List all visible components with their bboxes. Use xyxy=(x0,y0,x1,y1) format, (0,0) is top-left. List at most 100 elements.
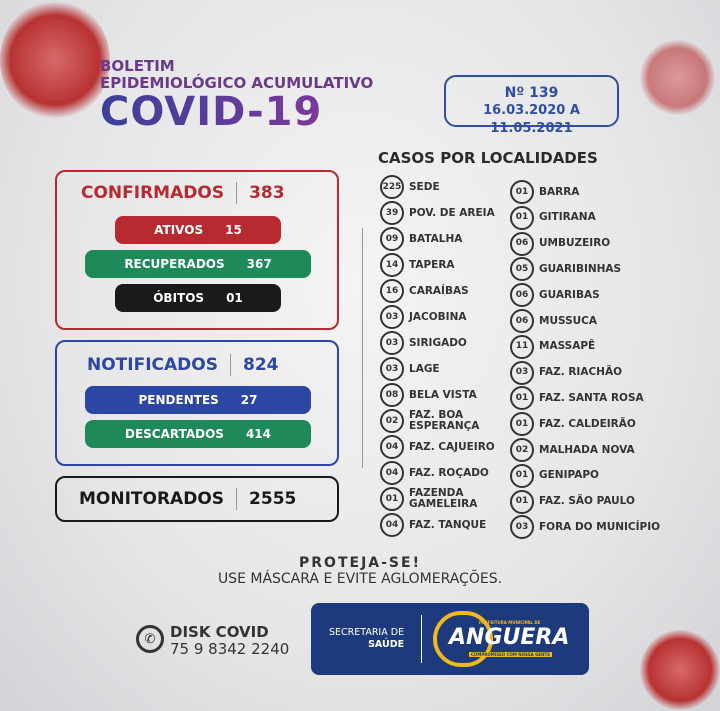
case-count-badge: 01 xyxy=(510,412,534,437)
obitos-pill: ÓBITOS 01 xyxy=(115,284,281,312)
locality-item: 01 FAZ. SÃO PAULO xyxy=(510,489,670,514)
locality-item: 03 JACOBINA xyxy=(380,305,505,329)
locality-item: 03 FAZ. RIACHÃO xyxy=(510,360,670,385)
case-count-badge: 06 xyxy=(510,309,534,333)
confirmados-value: 383 xyxy=(249,183,285,203)
locality-name: FORA DO MUNICÍPIO xyxy=(539,520,661,533)
locality-item: 01 GENIPAPO xyxy=(510,463,670,488)
locality-item: 04 FAZ. TANQUE xyxy=(380,513,505,537)
locality-name: BATALHA xyxy=(409,232,463,245)
bulletin-subtitle: BOLETIM EPIDEMIOLÓGICO ACUMULATIVO xyxy=(100,57,374,92)
locality-item: 01 BARRA xyxy=(510,180,670,204)
locality-name: FAZ. ROÇADO xyxy=(409,466,489,479)
whatsapp-icon: ✆ xyxy=(136,625,164,653)
locality-name: JACOBINA xyxy=(409,310,467,323)
case-count-badge: 03 xyxy=(510,515,534,540)
localidades-title: CASOS POR LOCALIDADES xyxy=(378,149,598,167)
virus-illustration xyxy=(640,630,720,710)
case-count-badge: 03 xyxy=(380,331,404,355)
case-count-badge: 01 xyxy=(510,386,534,411)
case-count-badge: 02 xyxy=(510,438,534,462)
locality-name: FAZ. SÃO PAULO xyxy=(539,495,635,508)
locality-name: GITIRANA xyxy=(539,211,596,224)
locality-name: FAZ. RIACHÃO xyxy=(539,366,623,379)
locality-item: 16 CARAÍBAS xyxy=(380,279,505,303)
heart-logo-icon xyxy=(433,611,493,667)
ativos-pill: ATIVOS 15 xyxy=(115,216,281,244)
virus-illustration xyxy=(640,40,715,115)
virus-illustration xyxy=(0,0,110,120)
locality-name: GUARIBINHAS xyxy=(539,262,622,275)
case-count-badge: 04 xyxy=(380,435,404,459)
locality-item: 06 UMBUZEIRO xyxy=(510,231,670,256)
bulletin-number-box: Nº 139 16.03.2020 A 11.05.2021 xyxy=(444,75,619,136)
locality-name: FAZ. CAJUEIRO xyxy=(409,440,495,453)
logo-bottom-text: COMPROMISSO COM NOSSA GENTE xyxy=(469,652,552,657)
case-count-badge: 04 xyxy=(380,461,404,485)
case-count-badge: 01 xyxy=(510,180,534,204)
locality-name: LAGE xyxy=(409,362,440,375)
case-count-badge: 14 xyxy=(380,253,404,277)
monitorados-value: 2555 xyxy=(249,489,297,509)
locality-item: 14 TAPERA xyxy=(380,253,505,277)
case-count-badge: 16 xyxy=(380,279,404,303)
locality-name: FAZ. CALDEIRÃO xyxy=(539,417,636,430)
pendentes-pill: PENDENTES 27 xyxy=(85,386,311,414)
case-count-badge: 02 xyxy=(380,409,404,433)
confirmados-label: CONFIRMADOS xyxy=(81,183,225,203)
locality-item: 06 MUSSUCA xyxy=(510,309,670,333)
case-count-badge: 06 xyxy=(510,283,534,308)
locality-item: 02 FAZ. BOA ESPERANÇA xyxy=(380,409,505,433)
case-count-badge: 01 xyxy=(380,487,404,511)
locality-name: SIRIGADO xyxy=(409,336,467,349)
locality-name: GENIPAPO xyxy=(539,469,599,482)
case-count-badge: 01 xyxy=(510,463,534,488)
case-count-badge: 11 xyxy=(510,334,534,359)
page-title: COVID-19 xyxy=(100,89,323,135)
locality-name: FAZ. SANTA ROSA xyxy=(539,391,644,404)
advice-text: USE MÁSCARA E EVITE AGLOMERAÇÕES. xyxy=(217,571,503,587)
locality-name: BELA VISTA xyxy=(409,388,477,401)
descartados-pill: DESCARTADOS 414 xyxy=(85,420,311,448)
locality-item: 01 FAZ. CALDEIRÃO xyxy=(510,412,670,437)
monitorados-label: MONITORADOS xyxy=(79,489,225,509)
locality-item: 09 BATALHA xyxy=(380,227,505,251)
case-count-badge: 08 xyxy=(380,383,404,407)
case-count-badge: 03 xyxy=(510,360,534,385)
locality-item: 02 MALHADA NOVA xyxy=(510,438,670,462)
notificados-panel: NOTIFICADOS 824 PENDENTES 27 DESCARTADOS 41… xyxy=(55,340,339,466)
locality-item: 04 FAZ. ROÇADO xyxy=(380,461,505,485)
confirmados-panel: CONFIRMADOS 383 ATIVOS 15 RECUPERADOS 367 Ó… xyxy=(55,170,339,330)
case-count-badge: 09 xyxy=(380,227,404,251)
case-count-badge: 225 xyxy=(380,175,404,199)
protect-heading: PROTEJA-SE! xyxy=(299,555,421,571)
locality-item: 08 BELA VISTA xyxy=(380,383,505,407)
locality-item: 01 FAZENDA GAMELEIRA xyxy=(380,487,505,511)
notificados-value: 824 xyxy=(242,355,279,375)
locality-name: UMBUZEIRO xyxy=(539,237,611,250)
locality-item: 225 SEDE xyxy=(380,175,505,199)
locality-name: MUSSUCA xyxy=(539,314,597,327)
case-count-badge: 01 xyxy=(510,205,534,230)
case-count-badge: 01 xyxy=(510,489,534,514)
locality-name: MALHADA NOVA xyxy=(539,443,635,456)
locality-name: MASSAPÊ xyxy=(539,340,596,353)
locality-name: FAZ. TANQUE xyxy=(409,518,487,531)
logo-name: ANGUERA xyxy=(449,625,570,650)
locality-item: 01 GITIRANA xyxy=(510,205,670,230)
locality-name: CARAÍBAS xyxy=(409,284,469,297)
monitorados-panel: MONITORADOS 2555 xyxy=(55,476,339,522)
locality-item: 03 SIRIGADO xyxy=(380,331,505,355)
case-count-badge: 03 xyxy=(380,357,404,381)
locality-item: 11 MASSAPÊ xyxy=(510,334,670,359)
case-count-badge: 06 xyxy=(510,231,534,256)
locality-item: 04 FAZ. CAJUEIRO xyxy=(380,435,505,459)
locality-item: 05 GUARIBINHAS xyxy=(510,257,670,282)
logo-top-text: PREFEITURA MUNICIPAL DE xyxy=(479,620,541,625)
locality-item: 03 FORA DO MUNICÍPIO xyxy=(510,515,670,540)
case-count-badge: 39 xyxy=(380,201,404,225)
locality-name: POV. DE AREIA xyxy=(409,206,495,219)
divider xyxy=(362,228,363,468)
notificados-label: NOTIFICADOS xyxy=(87,355,218,375)
recuperados-pill: RECUPERADOS 367 xyxy=(85,250,311,278)
